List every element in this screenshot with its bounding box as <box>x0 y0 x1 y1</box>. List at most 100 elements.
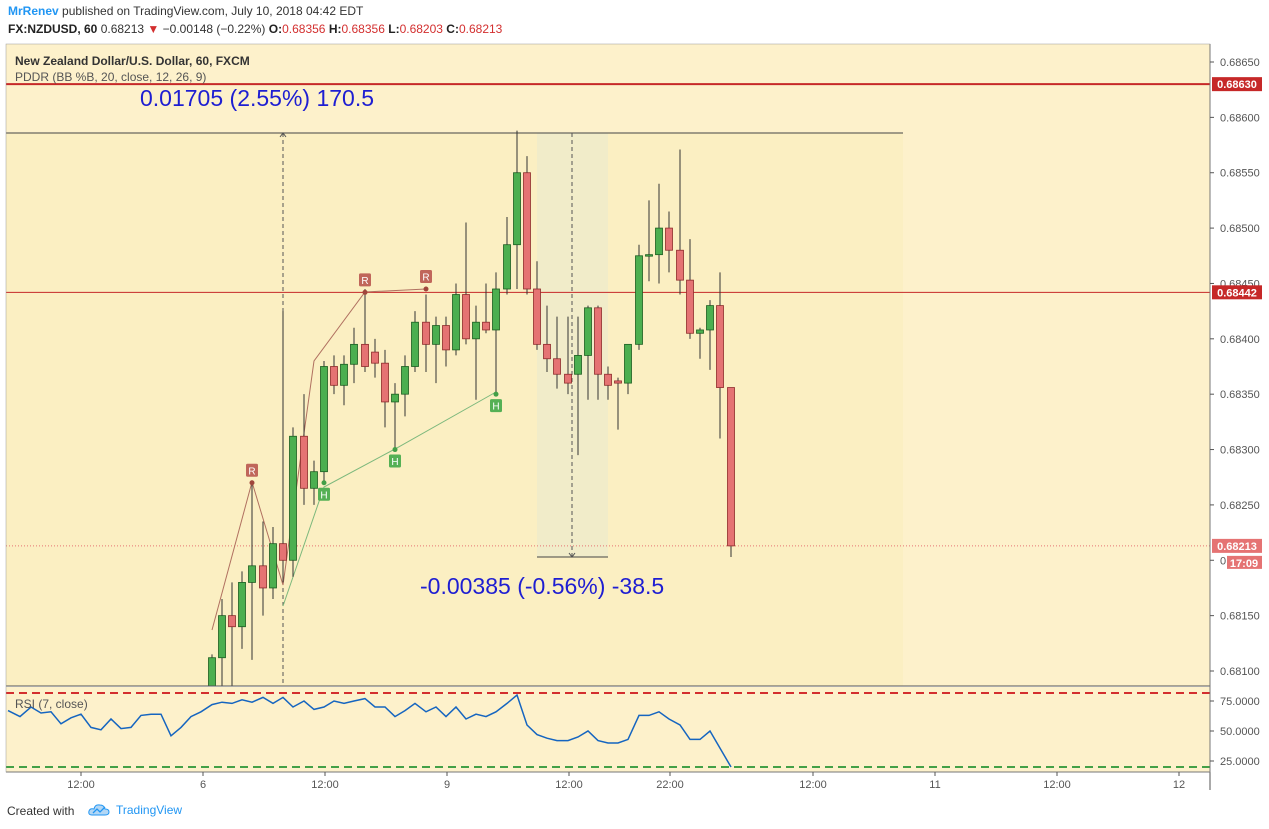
candle[interactable] <box>523 156 531 295</box>
candle-body <box>482 321 490 331</box>
open-value: 0.68356 <box>282 22 326 36</box>
candle[interactable] <box>553 316 561 389</box>
price-tick-label: 0.68250 <box>1220 500 1260 512</box>
candle-body <box>594 307 602 375</box>
candle[interactable] <box>533 261 541 350</box>
candle-body <box>492 288 500 331</box>
candle[interactable] <box>422 294 430 373</box>
candle[interactable] <box>635 244 643 350</box>
chart-canvas[interactable]: R R R H H H 0.01705 (2.55%) 170.5 -0.00385 (-… <box>0 42 1269 800</box>
candle[interactable] <box>472 305 480 400</box>
price-change: −0.00148 (−0.22%) <box>162 22 266 36</box>
candle-body <box>432 325 440 345</box>
candle-body <box>553 358 561 375</box>
brand-label: TradingView <box>116 803 183 817</box>
candle[interactable] <box>218 599 226 704</box>
marker-label: H <box>492 402 499 413</box>
candle[interactable] <box>279 311 287 583</box>
time-tick-label: 22:00 <box>656 779 684 791</box>
candle-body <box>350 343 358 365</box>
candles-group <box>208 130 735 715</box>
candle[interactable] <box>543 305 551 373</box>
candle[interactable] <box>482 283 490 334</box>
candle[interactable] <box>574 316 582 456</box>
publish-line: MrRenev published on TradingView.com, Ju… <box>8 4 363 18</box>
candle-body <box>564 373 572 384</box>
time-tick-label: 12:00 <box>311 779 339 791</box>
candle-body <box>513 172 521 246</box>
candle[interactable] <box>686 239 694 339</box>
marker-label: H <box>391 457 398 468</box>
candle[interactable] <box>361 288 369 373</box>
candle-body <box>462 294 470 340</box>
candle[interactable] <box>432 316 440 384</box>
time-axis[interactable]: 12:00 6 12:00 9 12:00 22:00 12:00 11 12:00 12 <box>67 772 1185 791</box>
candle[interactable] <box>614 377 622 430</box>
candle-body <box>381 362 389 403</box>
candle[interactable] <box>442 316 450 367</box>
candle[interactable] <box>248 482 256 660</box>
candle[interactable] <box>584 305 592 400</box>
candle-body <box>604 373 612 386</box>
measure-up-text: 0.01705 (2.55%) 170.5 <box>140 85 374 111</box>
candle[interactable] <box>391 383 399 450</box>
last-price: 0.68213 <box>100 22 145 36</box>
price-tick-label: 0.68500 <box>1220 223 1260 235</box>
candle-body <box>624 343 632 384</box>
candle[interactable] <box>452 283 460 356</box>
candle-body <box>248 565 256 583</box>
candle[interactable] <box>492 272 500 395</box>
rsi-axis[interactable]: 75.0000 50.0000 25.0000 <box>1210 696 1260 768</box>
candle[interactable] <box>228 582 236 698</box>
candle[interactable] <box>696 327 704 359</box>
candle[interactable] <box>269 527 277 600</box>
tradingview-brand-link[interactable]: TradingView <box>88 803 182 817</box>
candle-body <box>411 321 419 367</box>
close-label: C: <box>446 22 459 36</box>
candle[interactable] <box>706 300 714 370</box>
candle[interactable] <box>655 183 663 284</box>
candle[interactable] <box>300 394 308 505</box>
rsi-label: RSI (7, close) <box>15 697 88 711</box>
candle[interactable] <box>371 338 379 378</box>
candle-body <box>279 543 287 561</box>
candle[interactable] <box>624 343 632 395</box>
candle[interactable] <box>238 571 246 649</box>
candle[interactable] <box>411 311 419 373</box>
candle[interactable] <box>259 521 267 616</box>
candle[interactable] <box>340 355 348 406</box>
candle[interactable] <box>350 327 358 384</box>
candle[interactable] <box>727 387 735 557</box>
candle-body <box>503 244 511 290</box>
time-tick-label: 9 <box>444 779 450 791</box>
candle[interactable] <box>665 211 673 273</box>
candle[interactable] <box>564 316 572 395</box>
candle[interactable] <box>594 305 602 400</box>
countdown-label: 17:09 <box>1230 558 1258 570</box>
rsi-tick-label: 75.0000 <box>1220 696 1260 708</box>
price-tick-label: 0.68650 <box>1220 57 1260 69</box>
candle[interactable] <box>676 149 684 295</box>
symbol-label: FX:NZDUSD, 60 <box>8 22 98 36</box>
candle[interactable] <box>462 222 470 345</box>
candle-body <box>655 227 663 256</box>
marker-label: R <box>361 276 368 287</box>
current-price-tag: 0.68213 17:09 <box>1212 538 1262 570</box>
candle[interactable] <box>401 355 409 417</box>
candle[interactable] <box>330 355 338 395</box>
candle[interactable] <box>604 366 612 400</box>
candle-body <box>289 435 297 561</box>
marker-label: H <box>320 490 327 501</box>
candle[interactable] <box>208 654 216 715</box>
candle[interactable] <box>716 272 724 439</box>
candle[interactable] <box>645 200 653 282</box>
svg-text:0.68213: 0.68213 <box>1217 541 1257 553</box>
candle[interactable] <box>289 427 297 577</box>
author-link[interactable]: MrRenev <box>8 4 59 18</box>
candle[interactable] <box>513 130 521 289</box>
candle[interactable] <box>310 460 318 505</box>
candle[interactable] <box>381 349 389 428</box>
candle[interactable] <box>320 360 328 483</box>
price-axis[interactable]: 0.686500.686000.685500.685000.684500.684… <box>1210 57 1260 678</box>
candle[interactable] <box>503 217 511 295</box>
